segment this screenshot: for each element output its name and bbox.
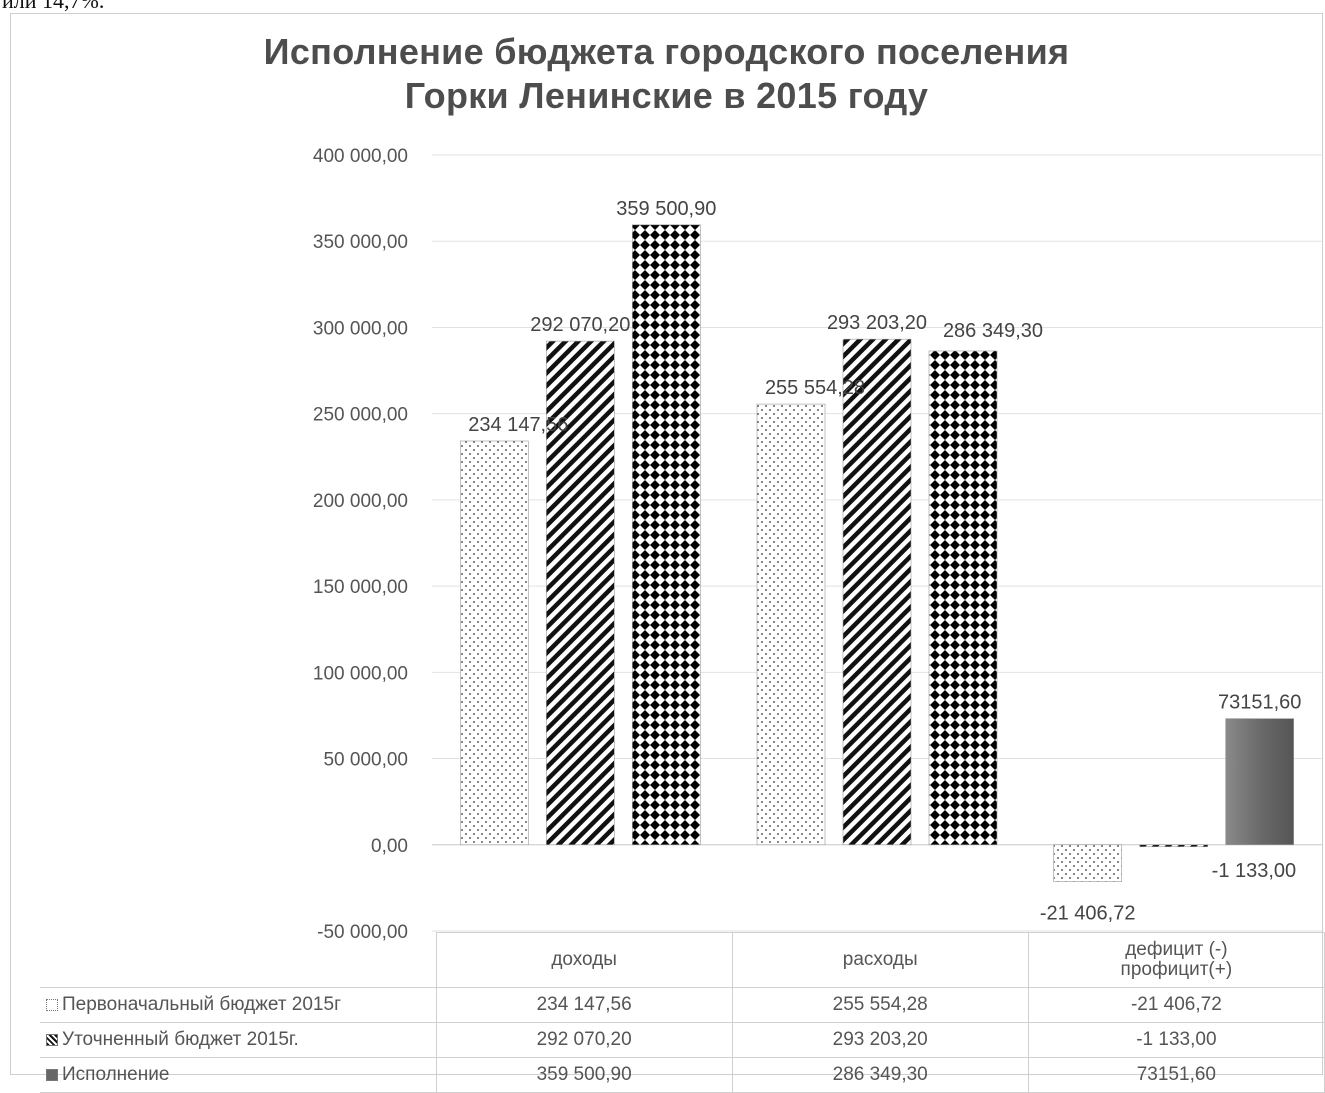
legend-key-solid-icon	[46, 1068, 58, 1081]
table-cell: 234 147,56	[435, 987, 733, 1023]
table-header-surplus: профицит(+)	[1120, 959, 1233, 980]
y-tick-label: 100 000,00	[313, 663, 408, 684]
table-cell: -21 406,72	[1027, 987, 1325, 1023]
table-corner	[40, 932, 437, 988]
y-tick-label: 50 000,00	[323, 750, 408, 771]
table-row: Уточненный бюджет 2015г. 292 070,20 293 …	[40, 1022, 1325, 1058]
table-cell: -1 133,00	[1027, 1022, 1325, 1058]
data-table: доходы расходы дефицит (-) профицит(+) П…	[40, 932, 1325, 1093]
legend-entry: Исполнение	[40, 1057, 437, 1093]
data-label: 292 070,20	[530, 314, 630, 336]
legend-label: Первоначальный бюджет 2015г	[62, 994, 341, 1015]
table-cell: 255 554,28	[731, 987, 1029, 1023]
bar	[460, 440, 529, 846]
bar	[1225, 718, 1294, 846]
y-tick-label: 250 000,00	[313, 405, 408, 426]
data-label: 359 500,90	[616, 198, 716, 220]
y-tick-label: 350 000,00	[313, 232, 408, 253]
table-header-deficit: дефицит (-)	[1125, 939, 1228, 960]
data-label: -1 133,00	[1212, 860, 1297, 882]
y-tick-label: 200 000,00	[313, 491, 408, 512]
table-row: Исполнение 359 500,90 286 349,30 73151,6…	[40, 1057, 1325, 1093]
table-cell: 359 500,90	[435, 1057, 733, 1093]
bar	[1053, 844, 1122, 882]
preceding-text-fragment: или 14,7%.	[2, 0, 105, 13]
bar	[842, 338, 912, 846]
bar	[756, 403, 826, 846]
bar	[632, 224, 701, 846]
table-cell: 286 349,30	[731, 1057, 1029, 1093]
y-tick-label: 300 000,00	[313, 318, 408, 339]
table-cell: 292 070,20	[435, 1022, 733, 1058]
bar	[1139, 844, 1208, 848]
bar	[928, 350, 998, 846]
data-label: -21 406,72	[1040, 903, 1136, 925]
chart-title: Исполнение бюджета городского поселения …	[10, 30, 1323, 118]
y-tick-label: 0,00	[371, 836, 408, 857]
legend-key-stripes-icon	[46, 1033, 58, 1046]
data-label: 255 554,28	[765, 377, 865, 399]
legend-entry: Первоначальный бюджет 2015г	[40, 987, 437, 1023]
legend-label: Уточненный бюджет 2015г.	[62, 1029, 299, 1050]
data-label: 234 147,56	[468, 414, 568, 436]
table-header-income: доходы	[435, 932, 733, 988]
chart-title-line-2: Горки Ленинские в 2015 году	[404, 75, 929, 116]
y-tick-label: 400 000,00	[313, 146, 408, 167]
table-cell: 293 203,20	[731, 1022, 1029, 1058]
y-tick-label: 150 000,00	[313, 577, 408, 598]
table-row: Первоначальный бюджет 2015г 234 147,56 2…	[40, 987, 1325, 1023]
data-label: 293 203,20	[827, 312, 927, 334]
data-label: 286 349,30	[943, 320, 1043, 342]
table-header-row: доходы расходы дефицит (-) профицит(+)	[40, 932, 1325, 988]
legend-entry: Уточненный бюджет 2015г.	[40, 1022, 437, 1058]
table-header-balance: дефицит (-) профицит(+)	[1027, 932, 1325, 988]
chart-title-line-1: Исполнение бюджета городского поселения	[263, 31, 1070, 72]
bar	[546, 340, 615, 846]
table-cell: 73151,60	[1027, 1057, 1325, 1093]
table-header-expenses: расходы	[731, 932, 1029, 988]
legend-key-sparse-dots-icon	[46, 998, 58, 1011]
legend-label: Исполнение	[62, 1064, 170, 1085]
data-label: 73151,60	[1218, 692, 1301, 714]
